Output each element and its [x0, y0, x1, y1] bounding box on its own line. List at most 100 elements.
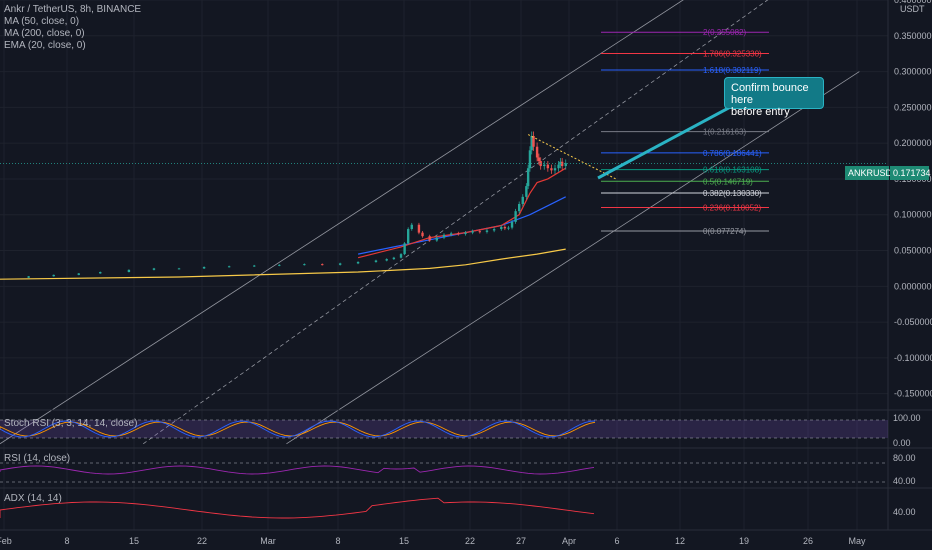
- candle-body: [374, 260, 378, 262]
- stoch-tick-bottom: 0.00: [893, 438, 911, 448]
- candle-body: [503, 226, 507, 229]
- fibonacci-levels: 0(0.077274) 0.236(0.110052) 0.382(0.130330…: [601, 28, 769, 236]
- candle-body: [507, 227, 510, 229]
- pitchfork-median-line: [142, 0, 769, 445]
- x-tick-label: 26: [803, 536, 813, 546]
- candle-body: [52, 274, 55, 277]
- adx-line: [0, 497, 595, 519]
- x-tick-label: May: [848, 536, 866, 546]
- fib-level-label: 2(0.255082): [703, 28, 746, 37]
- adx-label[interactable]: ADX (14, 14): [4, 493, 62, 504]
- fib-level-label: 0.618(0.163108): [703, 166, 762, 175]
- triangle-trendline: [527, 134, 617, 180]
- fib-level-label: 0(0.077274): [703, 227, 746, 236]
- x-tick-label: 15: [129, 536, 139, 546]
- adx-tick: 40.00: [893, 507, 916, 517]
- candle-body: [253, 265, 256, 267]
- annotation-arrow: [597, 102, 737, 180]
- fib-level-label: 0.236(0.110052): [703, 204, 761, 213]
- candle-body: [177, 268, 181, 270]
- candle-body: [478, 231, 482, 233]
- x-tick-label: 12: [675, 536, 685, 546]
- candlesticks: [0, 131, 888, 278]
- pitchfork-channel: [0, 0, 860, 445]
- candle-body: [535, 146, 539, 158]
- candle-body: [421, 232, 424, 237]
- candle-body: [457, 233, 460, 235]
- y-tick-label: 0.050000: [894, 246, 932, 256]
- candle-body: [227, 266, 231, 268]
- candle-body: [500, 226, 503, 230]
- x-tick-label: Mar: [260, 536, 276, 546]
- currency-label: USDT: [900, 4, 925, 14]
- stoch-k-line: [0, 420, 596, 438]
- last-price-tag: ANKRUSDT 0.171734: [845, 166, 931, 180]
- x-tick-label: 19: [739, 536, 749, 546]
- candle-body: [356, 261, 360, 264]
- ma50-line: [357, 196, 566, 255]
- candle-body: [442, 234, 446, 238]
- candle-body: [510, 221, 514, 228]
- y-tick-label: -0.100000: [894, 353, 932, 363]
- candle-body: [321, 264, 324, 266]
- price-tag-value: 0.171734: [890, 166, 931, 180]
- y-tick-label: 0.300000: [894, 67, 932, 77]
- x-tick-label: 22: [465, 536, 475, 546]
- x-tick-label: 15: [399, 536, 409, 546]
- y-tick-label: 0.400000: [894, 0, 932, 5]
- candle-body: [410, 224, 413, 230]
- candle-body: [537, 157, 541, 162]
- candle-body: [528, 150, 532, 169]
- legend-ema20[interactable]: EMA (20, close, 0): [4, 40, 86, 51]
- fib-level-label: 1.618(0.302119): [703, 66, 761, 75]
- y-tick-label: 0.100000: [894, 210, 932, 220]
- stoch-tick-top: 100.00: [893, 413, 921, 423]
- y-tick-label: 0.350000: [894, 31, 932, 41]
- candle-body: [417, 224, 421, 233]
- candle-body: [403, 243, 406, 255]
- candle-body: [532, 136, 535, 147]
- candle-body: [557, 164, 560, 169]
- candle-body: [464, 232, 467, 235]
- rsi-line: [0, 465, 595, 475]
- candle-body: [406, 229, 410, 244]
- x-tick-label: Apr: [562, 536, 576, 546]
- candle-body: [202, 266, 206, 269]
- y-tick-label: 0.200000: [894, 138, 932, 148]
- candle-body: [449, 233, 453, 235]
- fib-level-label: 1(0.216163): [703, 128, 746, 137]
- candle-body: [303, 264, 306, 266]
- legend-ma50[interactable]: MA (50, close, 0): [4, 16, 80, 27]
- moving-averages: [0, 167, 567, 280]
- chart-legend: Ankr / TetherUS, 8h, BINANCE MA (50, clo…: [4, 4, 141, 52]
- rsi-tick-bottom: 40.00: [893, 476, 916, 486]
- candle-body: [526, 168, 530, 187]
- stoch-label[interactable]: Stoch RSI (3, 3, 14, 14, close): [4, 418, 138, 429]
- callout-annotation[interactable]: Confirm bounce here before entry: [724, 77, 824, 118]
- candle-body: [517, 204, 521, 212]
- candle-body: [152, 268, 156, 270]
- candle-body: [428, 236, 431, 241]
- y-tick-label: 0.250000: [894, 102, 932, 112]
- legend-ma200[interactable]: MA (200, close, 0): [4, 28, 85, 39]
- candle-body: [77, 273, 80, 275]
- candle-body: [27, 276, 30, 278]
- ema20-line: [357, 167, 567, 259]
- symbol-title: Ankr / TetherUS, 8h, BINANCE: [4, 4, 142, 15]
- candle-body: [99, 272, 102, 274]
- fib-level-label: 0.786(0.186441): [703, 149, 762, 158]
- candle-body: [560, 161, 564, 167]
- price-tag-symbol: ANKRUSDT: [845, 166, 898, 180]
- fib-level-label: 0.382(0.130330): [703, 189, 762, 198]
- rsi-label[interactable]: RSI (14, close): [4, 453, 71, 464]
- candle-body: [485, 230, 489, 232]
- x-tick-label: 22: [197, 536, 207, 546]
- pitchfork-upper-line: [0, 0, 684, 445]
- candle-body: [543, 164, 546, 167]
- candle-body: [338, 263, 342, 265]
- x-tick-label: 8: [335, 536, 340, 546]
- candle-body: [435, 237, 439, 241]
